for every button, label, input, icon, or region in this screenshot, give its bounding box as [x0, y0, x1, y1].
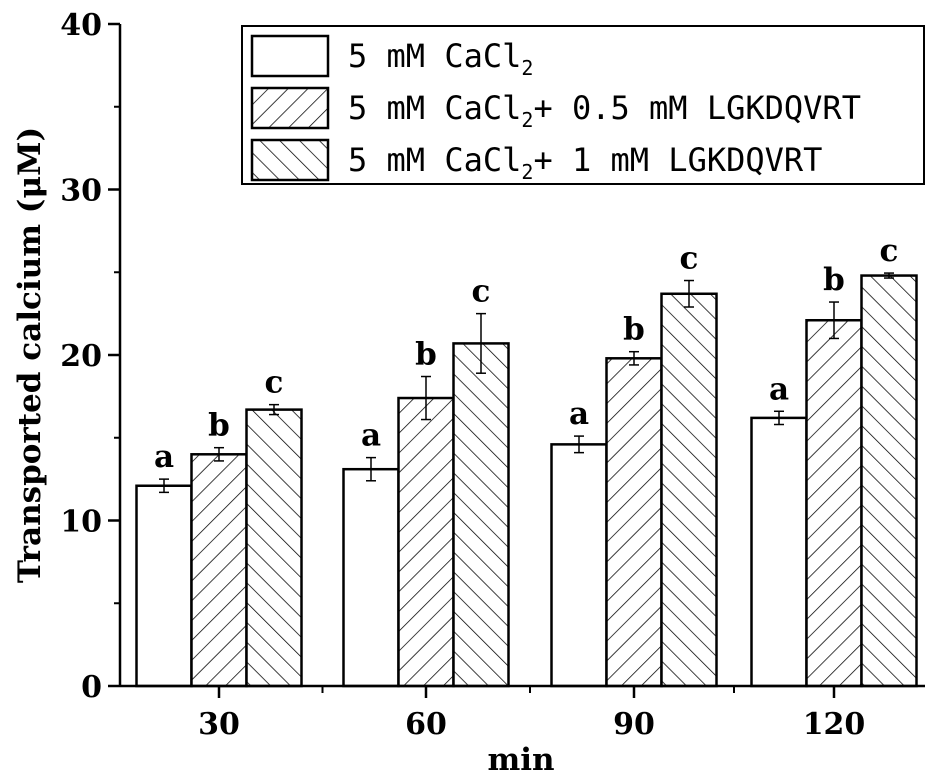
- legend-swatch: [250, 86, 330, 130]
- significance-label: c: [880, 233, 899, 269]
- bar: [135, 484, 193, 688]
- bar: [245, 408, 303, 688]
- y-tick-label: 40: [60, 8, 102, 43]
- bar: [860, 274, 918, 688]
- legend-label: 5 mM CaCl2+ 0.5 mM LGKDQVRT: [348, 89, 861, 132]
- x-tick-label: 120: [803, 707, 866, 742]
- bar: [452, 342, 510, 688]
- bar: [660, 292, 718, 688]
- legend-box: [241, 25, 925, 185]
- x-tick-label: 60: [405, 707, 447, 742]
- significance-label: a: [569, 396, 589, 432]
- legend-label: 5 mM CaCl2+ 1 mM LGKDQVRT: [348, 141, 822, 184]
- bar: [750, 416, 808, 688]
- bar: [342, 467, 400, 688]
- significance-label: b: [208, 408, 230, 444]
- x-tick-label: 30: [198, 707, 240, 742]
- significance-label: b: [623, 312, 645, 348]
- y-axis-title: Transported calcium (μM): [12, 127, 48, 583]
- bar: [190, 453, 248, 688]
- legend: 5 mM CaCl2 5 mM CaCl2+ 0.5 mM LGKDQVRT 5 m…: [241, 25, 925, 185]
- significance-label: c: [680, 241, 699, 277]
- bar: [605, 357, 663, 688]
- y-tick-label: 20: [60, 339, 102, 374]
- significance-label: c: [472, 274, 491, 310]
- y-tick-label: 10: [60, 505, 102, 540]
- significance-label: a: [769, 371, 789, 407]
- y-tick-label: 0: [81, 670, 102, 705]
- legend-swatch: [250, 138, 330, 182]
- y-axis: 0 10 20 30 40: [60, 8, 122, 705]
- bar: [805, 318, 863, 688]
- significance-label: a: [154, 439, 174, 475]
- legend-label: 5 mM CaCl2: [348, 37, 533, 80]
- x-axis-title: min: [487, 742, 554, 777]
- bar: [397, 396, 455, 688]
- legend-swatch: [250, 34, 330, 78]
- x-axis: 30 60 90 120: [120, 684, 925, 742]
- significance-label: a: [361, 418, 381, 454]
- significance-label: c: [265, 365, 284, 401]
- y-tick-label: 30: [60, 174, 102, 209]
- significance-label: b: [415, 337, 437, 373]
- significance-label: b: [823, 262, 845, 298]
- x-tick-label: 90: [613, 707, 655, 742]
- bar: [550, 443, 608, 688]
